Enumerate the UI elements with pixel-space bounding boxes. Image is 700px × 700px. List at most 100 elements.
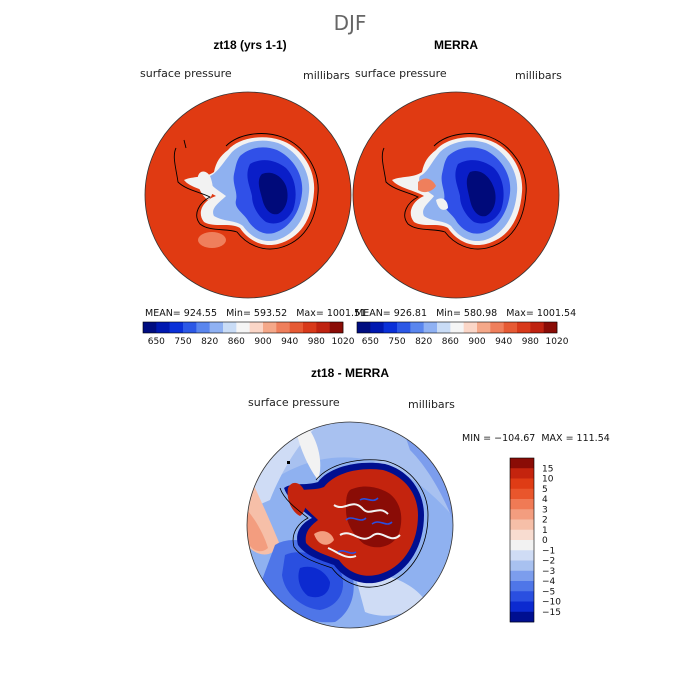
colorbar-tick-label: 750 <box>174 337 191 347</box>
colorbar-tick-label: 750 <box>388 337 405 347</box>
colorbar-swatch <box>510 591 534 602</box>
colorbar-swatch <box>543 322 558 333</box>
colorbar-tick-label: 1020 <box>546 337 569 347</box>
colorbar-swatch <box>209 322 224 333</box>
panel-merra-variable: surface pressure <box>355 67 447 80</box>
colorbar-swatch <box>316 322 330 333</box>
colorbar-swatch <box>503 322 518 333</box>
polar-map-diff <box>247 422 453 628</box>
colorbar-swatch <box>143 322 157 333</box>
panel-diff-title: zt18 - MERRA <box>311 366 389 380</box>
colorbar-swatch <box>510 601 534 613</box>
colorbar-swatch <box>510 581 534 592</box>
panel-merra: MERRA surface pressure millibars MEAN= 9… <box>352 38 576 347</box>
colorbar-tick-label: 860 <box>442 337 459 347</box>
colorbar-swatch <box>510 458 534 469</box>
colorbar-tick-label: 0 <box>542 536 548 546</box>
colorbar-tick-label: −15 <box>542 608 561 618</box>
panel-model-stats: MEAN= 924.55 Min= 593.52 Max= 1001.51 <box>145 308 366 319</box>
panel-model-units: millibars <box>303 69 350 82</box>
colorbar-tick-label: 1020 <box>332 337 355 347</box>
colorbar-swatch <box>183 322 197 333</box>
colorbar-swatch <box>510 570 534 582</box>
colorbar-tick-label: 900 <box>468 337 485 347</box>
panel-diff-variable: surface pressure <box>248 396 340 409</box>
colorbar-tick-label: −3 <box>542 567 555 577</box>
colorbar-tick-label: 980 <box>522 337 539 347</box>
polar-map-merra <box>353 92 559 298</box>
colorbar-swatch <box>249 322 264 333</box>
colorbar-swatch <box>223 322 237 333</box>
panel-merra-stats: MEAN= 926.81 Min= 580.98 Max= 1001.54 <box>355 308 576 319</box>
colorbar-tick-label: 650 <box>148 337 165 347</box>
colorbar-swatch <box>463 322 478 333</box>
colorbar-swatch <box>510 468 534 479</box>
colorbar-tick-label: 900 <box>254 337 271 347</box>
colorbar-swatch <box>156 322 170 333</box>
colorbar-tick-label: 940 <box>281 337 298 347</box>
page-title: DJF <box>334 11 367 35</box>
colorbar-swatch <box>510 488 534 500</box>
colorbar-swatch <box>450 322 464 333</box>
colorbar-swatch <box>276 322 290 333</box>
colorbar-tick-label: −4 <box>542 577 556 587</box>
colorbar-swatch <box>510 529 534 541</box>
colorbar-swatch <box>329 322 344 333</box>
colorbar-tick-label: 10 <box>542 475 554 485</box>
colorbar-tick-label: −2 <box>542 557 555 567</box>
colorbar-swatch <box>510 611 534 623</box>
colorbar-swatch <box>289 322 304 333</box>
colorbar-swatch <box>510 478 534 490</box>
panel-model: zt18 (yrs 1-1) surface pressure millibar… <box>140 38 366 347</box>
colorbar-tick-label: 980 <box>308 337 325 347</box>
colorbar-frame <box>509 457 535 623</box>
colorbar-swatch <box>510 550 534 561</box>
panel-model-variable: surface pressure <box>140 67 232 80</box>
polar-map-model <box>145 92 351 298</box>
colorbar-swatch <box>517 322 531 333</box>
colorbar-swatch <box>196 322 210 333</box>
colorbar-swatch <box>530 322 544 333</box>
colorbar-merra: 650 750 820 860 900 940 980 1020 <box>356 321 569 347</box>
colorbar-swatch <box>510 509 534 520</box>
colorbar-swatch <box>437 322 451 333</box>
colorbar-tick-label: 15 <box>542 464 553 474</box>
colorbar-swatch <box>303 322 317 333</box>
panel-diff-stats: MIN = −104.67 MAX = 111.54 <box>462 433 610 444</box>
panel-model-title: zt18 (yrs 1-1) <box>213 38 286 52</box>
colorbar-tick-label: 1 <box>542 526 548 536</box>
panel-diff: zt18 - MERRA surface pressure millibars … <box>246 366 610 629</box>
colorbar-tick-label: 3 <box>542 505 548 515</box>
colorbar-swatch <box>423 322 438 333</box>
colorbar-tick-label: 5 <box>542 485 548 495</box>
colorbar-tick-label: 4 <box>542 495 548 505</box>
colorbar-tick-label: 820 <box>201 337 218 347</box>
colorbar-frame <box>142 321 344 334</box>
colorbar-swatch <box>236 322 250 333</box>
colorbar-tick-label: −5 <box>542 587 555 597</box>
colorbar-swatch <box>490 322 504 333</box>
colorbar-swatch <box>510 540 534 551</box>
colorbar-tick-label: 650 <box>362 337 379 347</box>
colorbar-swatch <box>410 322 424 333</box>
colorbar-swatch <box>357 322 371 333</box>
panel-merra-units: millibars <box>515 69 562 82</box>
colorbar-swatch <box>397 322 411 333</box>
colorbar-tick-label: 820 <box>415 337 432 347</box>
colorbar-swatch <box>510 560 534 572</box>
panel-diff-units: millibars <box>408 398 455 411</box>
colorbar-tick-label: 2 <box>542 516 548 526</box>
colorbar-tick-label: −10 <box>542 598 561 608</box>
colorbar-swatch <box>263 322 277 333</box>
colorbar-swatch <box>169 322 184 333</box>
colorbar-swatch <box>510 519 534 531</box>
colorbar-swatch <box>370 322 384 333</box>
colorbar-tick-label: 940 <box>495 337 512 347</box>
panel-merra-title: MERRA <box>434 38 478 52</box>
colorbar-tick-label: 860 <box>228 337 245 347</box>
colorbar-model: 650 750 820 860 900 940 980 1020 <box>142 321 355 347</box>
colorbar-frame <box>356 321 558 334</box>
colorbar-swatch <box>510 499 534 510</box>
